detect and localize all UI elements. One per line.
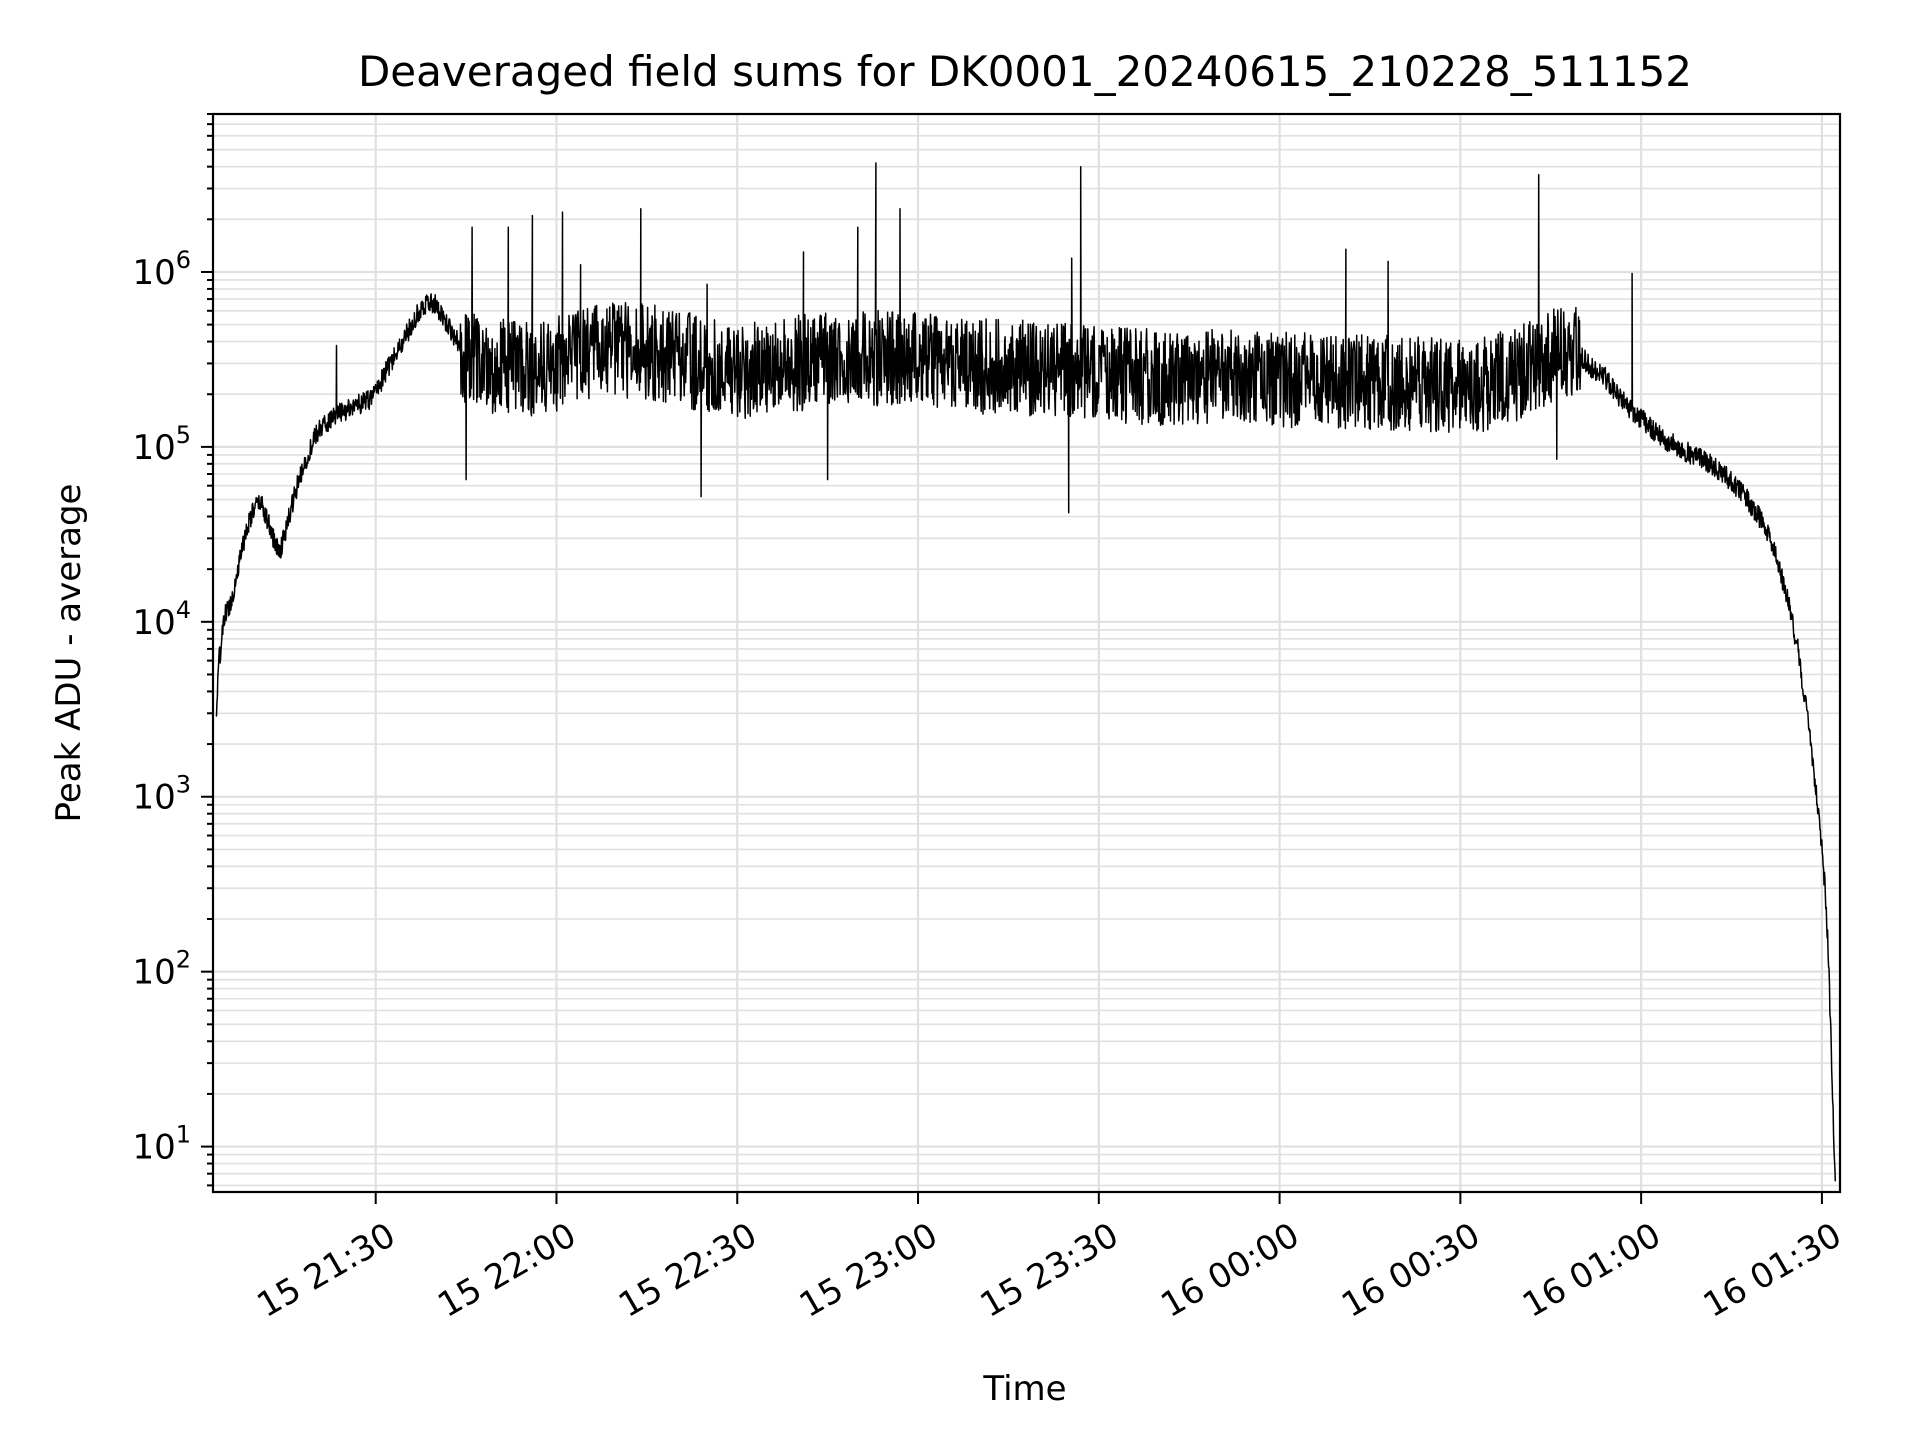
y-tick-label: 102 bbox=[132, 946, 191, 993]
y-tick-label: 103 bbox=[132, 771, 191, 818]
plot-area bbox=[215, 162, 1837, 1182]
y-tick-label: 101 bbox=[132, 1121, 191, 1168]
plot-frame bbox=[211, 112, 1842, 1194]
y-axis: 101 102 103 104 105 106 bbox=[132, 113, 213, 1187]
x-axis-label: Time bbox=[982, 1369, 1066, 1409]
y-axis-label: Peak ADU - average bbox=[49, 484, 89, 823]
y-tick-label: 104 bbox=[132, 596, 191, 643]
series-line bbox=[215, 162, 1837, 1182]
chart-title: Deaveraged field sums for DK0001_2024061… bbox=[358, 47, 1692, 96]
y-tick-label: 106 bbox=[132, 246, 191, 293]
y-tick-label: 105 bbox=[132, 421, 191, 468]
